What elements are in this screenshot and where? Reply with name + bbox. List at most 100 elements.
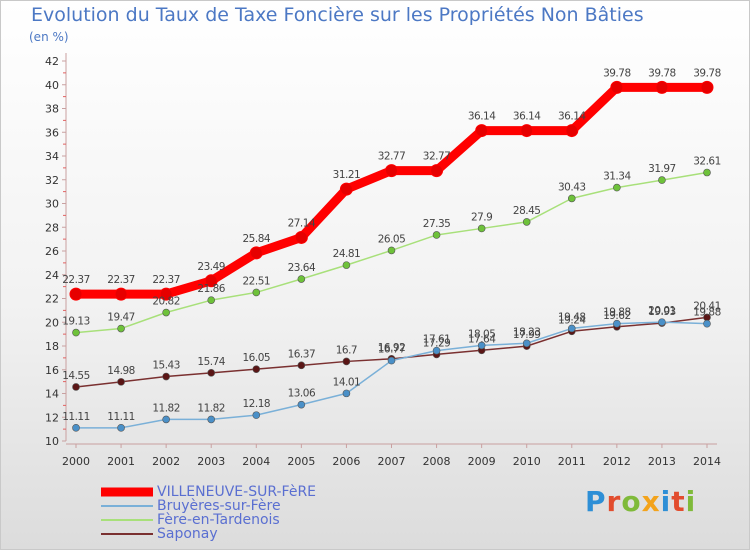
series-point [522,218,531,226]
series-point [703,319,711,328]
series-point [207,415,216,424]
series-point [432,346,441,355]
series-point [69,287,83,301]
series-line [71,82,712,299]
series-point [249,246,263,260]
logo-letter: i [685,485,697,518]
y-tick-label: 14 [45,388,59,401]
legend-item-villeneuve: VILLENEUVE-SUR-FèRE [101,485,316,499]
x-tick-label: 2003 [197,455,225,468]
data-label: 17.64 [468,333,496,345]
x-tick-label: 2004 [242,455,270,468]
series-point [567,324,576,333]
series-point [162,308,170,317]
data-label: 22.37 [107,274,135,286]
legend-swatch-villeneuve [101,487,153,497]
legend-swatch-saponay [101,533,153,535]
logo-letter: t [671,485,686,518]
y-tick-label: 32 [45,174,59,187]
data-label: 31.21 [333,169,361,181]
y-tick-label: 36 [45,126,59,139]
series-point [655,80,669,94]
data-label: 23.49 [197,261,225,273]
series-point [520,124,534,138]
x-tick-label: 2006 [332,455,360,468]
series-point [385,164,398,178]
logo-letter: P [585,485,607,518]
logo-letter: r [606,485,622,518]
data-label: 32.77 [378,151,406,163]
data-label: 22.37 [152,274,180,286]
x-tick-label: 2001 [107,455,135,468]
data-label: 14.01 [333,376,361,388]
data-label: 20.41 [693,300,721,312]
legend-label-fere: Fère-en-Tardenois [157,512,280,528]
data-label: 19.13 [62,316,90,328]
series-point [252,288,261,297]
x-tick-label: 2013 [648,455,676,468]
series-point [117,424,125,432]
y-tick-label: 34 [45,150,59,163]
data-label: 23.64 [288,262,316,274]
series-point [700,80,714,94]
series-point [475,124,489,138]
data-label: 36.14 [513,111,541,123]
series-point [342,261,351,269]
data-label: 19.93 [648,306,676,318]
series-point [613,183,621,192]
series-point [432,231,441,239]
legend-swatch-fere [101,519,153,521]
legend-label-saponay: Saponay [157,526,218,542]
legend-label-bruyeres: Bruyères-sur-Fère [157,498,281,514]
data-label: 19.47 [107,312,135,324]
series-point [565,124,579,138]
series-point [703,168,711,177]
chart-legend: VILLENEUVE-SUR-FèRE Bruyères-sur-Fère Fè… [101,485,316,541]
chart-subtitle: (en %) [29,30,69,44]
data-label: 13.06 [288,388,316,400]
data-label: 27.14 [288,217,316,229]
data-label: 39.78 [603,67,631,79]
series-point [297,275,306,283]
series-point [297,361,306,370]
data-label: 19.88 [693,307,721,319]
series-point [610,80,624,94]
logo-letter: i [660,485,672,518]
data-label: 39.78 [693,67,721,79]
series-point [342,389,351,398]
x-tick-label: 2005 [287,455,315,468]
series-point [159,287,173,301]
y-tick-label: 38 [45,103,59,116]
data-label: 16.77 [378,344,406,356]
data-label: 28.45 [513,205,541,217]
data-label: 25.84 [243,233,271,245]
data-label: 11.11 [62,411,90,423]
x-tick-label: 2008 [423,455,451,468]
data-label: 27.9 [471,211,492,223]
data-label: 32.77 [423,151,451,163]
x-tick-label: 2007 [378,455,406,468]
data-label: 15.74 [197,356,225,368]
data-label: 19.48 [558,311,586,323]
legend-item-fere: Fère-en-Tardenois [101,513,316,527]
series-point [117,378,125,386]
data-label: 15.43 [152,360,180,372]
y-tick-label: 20 [45,316,59,329]
legend-swatch-bruyeres [101,505,153,507]
data-label: 27.35 [423,218,451,230]
series-point [297,400,306,409]
series-point [252,365,261,373]
data-label: 36.14 [558,111,586,123]
x-tick-label: 2011 [558,455,586,468]
series-point [72,383,80,391]
logo-letter: o [621,485,642,518]
y-tick-label: 22 [45,293,59,306]
data-label: 16.37 [288,348,316,360]
series-point [339,182,353,196]
legend-label-villeneuve: VILLENEUVE-SUR-FèRE [157,484,317,500]
x-tick-label: 2002 [152,455,180,468]
x-tick-label: 2010 [513,455,541,468]
series-point [207,296,216,304]
series-point [387,246,396,255]
proxiti-logo: Proxiti [585,485,696,518]
